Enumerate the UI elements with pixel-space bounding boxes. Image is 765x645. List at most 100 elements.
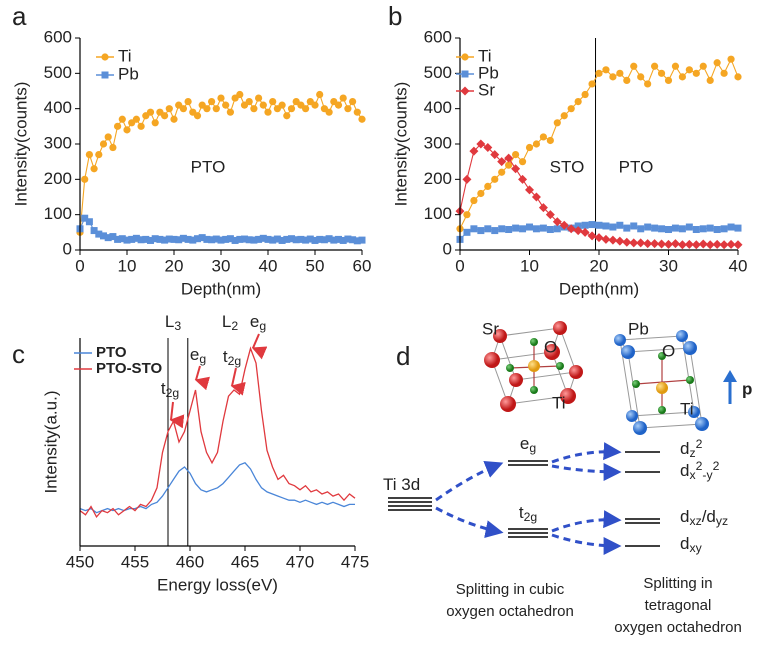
y-tick-label: 100 [44,204,72,223]
data-point [574,98,582,106]
legend-label: PTO-STO [96,360,162,377]
data-point [651,224,659,232]
data-point [490,150,500,160]
text-part: d [680,507,689,526]
data-point [278,236,286,244]
data-point [81,214,89,222]
data-point [677,240,687,250]
data-point [109,143,117,152]
data-point [179,105,187,113]
panel-label: b [388,1,402,31]
data-point [698,239,708,249]
data-point [525,143,534,152]
data-point [118,235,126,243]
data-point [587,231,597,241]
caption: Splitting in [643,575,712,592]
level-label: t2g [519,503,538,524]
data-point [212,105,220,113]
data-point [484,225,492,233]
data-point [615,236,625,246]
data-point [601,234,611,244]
data-point [712,239,722,249]
text-part: 2g [228,354,242,368]
data-point [602,222,610,230]
data-point [518,158,527,166]
data-point [553,225,561,233]
x-axis-label: Depth(nm) [181,279,261,298]
text-part: g [259,319,266,333]
y-tick-label: 300 [44,133,72,152]
data-point [226,235,234,243]
text-part: L [222,312,231,331]
data-point [85,151,93,159]
data-point [165,235,173,243]
data-point [691,240,701,250]
data-point [193,112,202,120]
data-point [734,73,742,81]
data-point [630,62,638,70]
text-part: L [165,312,174,331]
data-point [179,234,187,242]
data-point [255,94,263,102]
data-point [132,234,140,242]
data-point [264,235,272,243]
text-part: Ti 3d [383,475,420,494]
data-point [255,235,263,243]
x-tick-label: 60 [353,256,372,275]
caption: tetragonal [645,597,712,614]
x-tick-label: 0 [455,256,464,275]
data-point [497,157,507,167]
atom-label: O [544,337,557,356]
legend-label: Pb [478,63,499,82]
data-point [546,226,554,234]
data-point [483,143,493,153]
data-point [231,236,239,244]
data-point [581,221,589,229]
data-point [184,98,192,106]
data-point [302,105,310,113]
data-point [560,112,568,120]
data-point [657,69,666,77]
annotation: t2g [223,347,242,368]
data-point [526,223,533,231]
data-point [462,174,472,184]
x-tick-label: 465 [231,552,259,571]
data-point [484,182,492,190]
y-axis-label: Intensity(a.u.) [41,391,60,494]
data-point [643,239,653,249]
data-point [288,235,295,243]
text-part: xz [689,514,701,528]
caption: Splitting in cubic [456,581,565,598]
data-point [720,225,728,233]
data-point [283,112,291,120]
data-point [132,115,140,123]
data-point [349,236,357,244]
data-point [335,235,342,243]
legend-marker [460,86,470,96]
data-point [511,151,520,159]
data-point [463,228,471,236]
caption: oxygen octahedron [614,619,742,636]
x-tick-label: 40 [729,256,748,275]
data-point [629,238,639,248]
data-point [250,105,258,113]
text-part: e [520,434,529,453]
data-point [217,94,225,102]
data-point [595,221,603,229]
data-point [657,239,667,249]
data-point [580,227,590,237]
data-point [498,168,506,176]
atom-label: O [662,341,675,360]
text-part: d [680,534,689,553]
x-axis-label: Depth(nm) [559,279,639,298]
data-point [269,98,277,106]
data-point [525,185,534,195]
data-point [608,235,618,245]
text-part: xy [689,541,702,555]
text-part: /d [702,507,716,526]
data-point [95,151,103,159]
data-point [278,101,286,109]
data-point [306,235,314,243]
y-tick-label: 500 [44,63,72,82]
data-point [650,239,660,249]
